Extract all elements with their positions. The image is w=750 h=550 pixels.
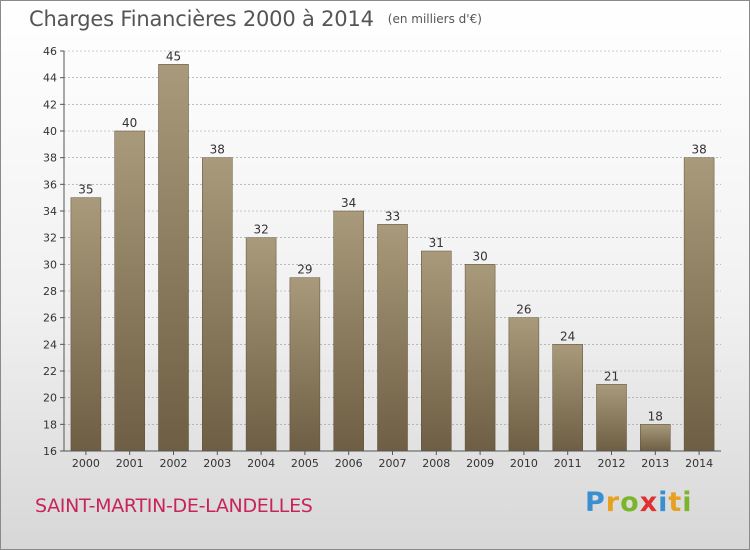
x-tick-label: 2004 <box>247 457 275 470</box>
y-tick-label: 44 <box>43 72 57 85</box>
bar-value-label: 45 <box>166 49 181 63</box>
chart-title-text: Charges Financières 2000 à 2014 <box>29 7 374 31</box>
bar-value-label: 34 <box>341 196 356 210</box>
bar-2010 <box>508 317 540 452</box>
bar-2012 <box>596 384 627 452</box>
bar-value-label: 29 <box>297 263 312 277</box>
x-tick-label: 2014 <box>685 457 713 470</box>
chart-unit-text: (en milliers d'€) <box>387 12 482 26</box>
y-tick-label: 32 <box>43 232 57 245</box>
proxiti-logo[interactable]: Proxiti <box>585 487 693 518</box>
bar-value-label: 18 <box>648 409 663 423</box>
y-tick-label: 40 <box>43 125 57 138</box>
x-tick-label: 2002 <box>160 457 188 470</box>
x-tick-label: 2010 <box>510 457 538 470</box>
bar-value-label: 31 <box>429 236 444 250</box>
y-tick-label: 20 <box>43 392 57 405</box>
x-tick-label: 2003 <box>203 457 231 470</box>
bar-value-label: 40 <box>122 116 137 130</box>
x-tick-label: 2009 <box>466 457 494 470</box>
y-tick-label: 16 <box>43 445 57 458</box>
chart-title: Charges Financières 2000 à 2014 (en milli… <box>29 7 482 31</box>
x-tick-label: 2008 <box>422 457 450 470</box>
x-tick-label: 2007 <box>379 457 407 470</box>
bar-value-label: 38 <box>210 143 225 157</box>
x-tick-label: 2000 <box>72 457 100 470</box>
bars: 35 40 45 38 32 29 34 33 31 30 26 24 21 18 38 <box>70 49 715 452</box>
y-tick-label: 22 <box>43 365 57 378</box>
bar-value-label: 21 <box>604 369 619 383</box>
y-tick-label: 24 <box>43 338 57 351</box>
x-tick-label: 2001 <box>116 457 144 470</box>
y-tick-label: 28 <box>43 285 57 298</box>
y-tick-label: 18 <box>43 418 57 431</box>
bar-2001 <box>114 130 145 452</box>
bar-2008 <box>421 250 452 452</box>
x-tick-label: 2005 <box>291 457 319 470</box>
bar-2007 <box>377 224 408 452</box>
bar-2009 <box>464 264 496 452</box>
y-tick-label: 46 <box>43 45 57 58</box>
bar-2002 <box>158 64 189 452</box>
bar-2004 <box>245 237 277 452</box>
bar-2011 <box>552 344 583 452</box>
y-tick-label: 42 <box>43 98 57 111</box>
bar-2005 <box>289 277 321 452</box>
y-tick-label: 30 <box>43 258 57 271</box>
y-tick-label: 36 <box>43 178 57 191</box>
bar-value-label: 35 <box>78 183 93 197</box>
bar-value-label: 26 <box>516 303 531 317</box>
commune-name: SAINT-MARTIN-DE-LANDELLES <box>35 495 313 517</box>
y-tick-label: 26 <box>43 312 57 325</box>
bar-value-label: 24 <box>560 329 575 343</box>
x-tick-label: 2013 <box>641 457 669 470</box>
x-tick-label: 2006 <box>335 457 363 470</box>
bar-2000 <box>70 197 102 452</box>
bar-value-label: 32 <box>253 223 268 237</box>
bar-value-label: 30 <box>472 249 487 263</box>
y-tick-label: 38 <box>43 152 57 165</box>
x-tick-label: 2011 <box>554 457 582 470</box>
y-tick-label: 34 <box>43 205 57 218</box>
x-tick-label: 2012 <box>598 457 626 470</box>
bar-value-label: 38 <box>691 143 706 157</box>
bar-2006 <box>333 210 364 452</box>
axes: 16 18 20 22 24 26 28 30 32 34 36 38 40 42 44 46 2000 2001… <box>43 45 721 470</box>
bar-value-label: 33 <box>385 209 400 223</box>
bar-2013 <box>640 424 671 452</box>
bar-2014 <box>683 157 715 452</box>
bar-2003 <box>202 157 233 452</box>
